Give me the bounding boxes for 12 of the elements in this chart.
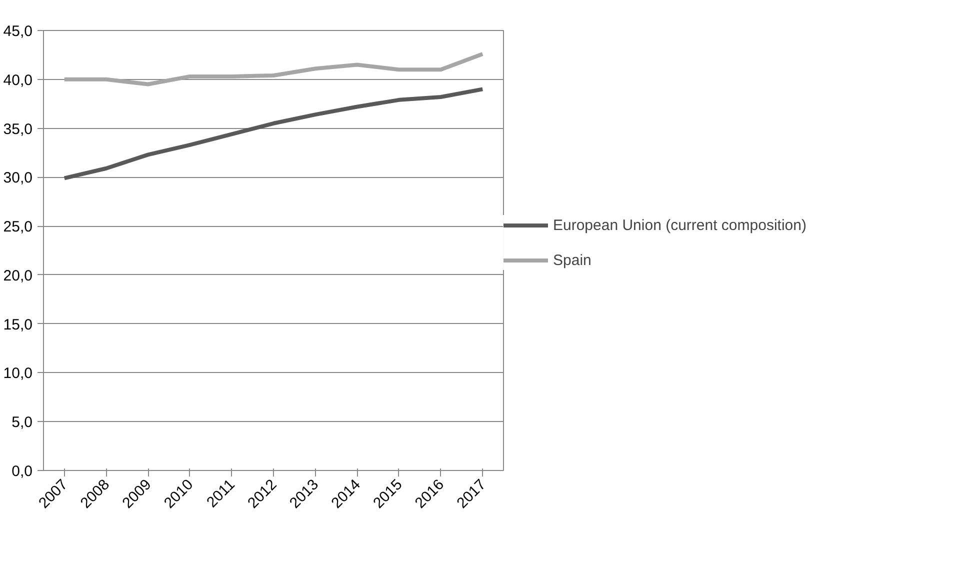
y-tick-label: 25,0 <box>3 218 33 236</box>
y-tick-label: 0,0 <box>12 463 33 480</box>
y-tick-label: 20,0 <box>3 267 33 284</box>
y-tick-label: 45,0 <box>3 23 33 40</box>
y-tick-label: 15,0 <box>3 316 33 334</box>
y-tick-label: 40,0 <box>3 72 33 89</box>
y-tick-label: 5,0 <box>12 414 33 432</box>
y-tick-label: 10,0 <box>3 365 33 382</box>
y-tick-label: 35,0 <box>3 120 33 138</box>
legend-label: European Union (current composition) <box>553 216 806 234</box>
legend-label: Spain <box>553 252 592 268</box>
y-tick-label: 30,0 <box>3 170 33 187</box>
